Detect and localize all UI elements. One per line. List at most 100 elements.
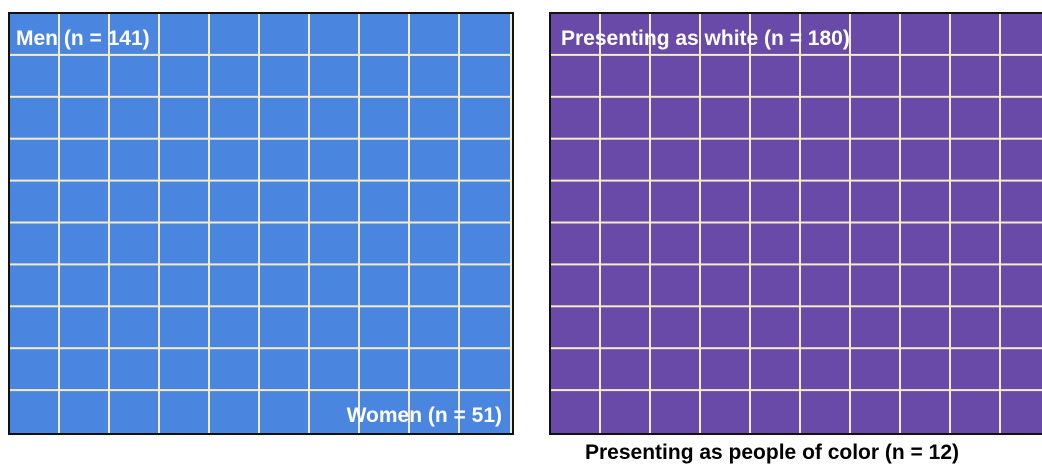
race-waffle-cell	[701, 349, 749, 390]
gender-waffle-cell	[110, 391, 158, 433]
label-people-of-color: Presenting as people of color (n = 12)	[585, 441, 960, 464]
waffle-chart-gender: Men (n = 141) Women (n = 51)	[8, 12, 514, 435]
gender-waffle-cell	[110, 14, 158, 54]
gender-waffle-cell	[10, 349, 58, 390]
gender-waffle-cell	[410, 223, 458, 264]
gender-waffle-cell	[360, 223, 408, 264]
gender-waffle-cell	[360, 14, 408, 54]
gender-waffle-cell	[460, 265, 510, 306]
gender-waffle-cell	[160, 14, 208, 54]
gender-waffle-cell	[410, 265, 458, 306]
waffle-grid-race	[551, 14, 1042, 433]
race-waffle-cell	[601, 55, 649, 96]
race-waffle-cell	[601, 14, 649, 54]
race-waffle-cell	[851, 349, 899, 390]
race-waffle-cell	[601, 391, 649, 433]
gender-waffle-cell	[310, 307, 358, 348]
gender-waffle-cell	[160, 55, 208, 96]
gender-waffle-cell	[10, 97, 58, 138]
race-waffle-cell	[851, 14, 899, 54]
gender-waffle-cell	[160, 307, 208, 348]
gender-waffle-cell	[260, 223, 308, 264]
gender-waffle-cell	[460, 14, 510, 54]
race-waffle-cell	[851, 97, 899, 138]
gender-waffle-cell	[210, 55, 258, 96]
race-waffle-cell	[1001, 181, 1042, 222]
gender-waffle-cell	[310, 223, 358, 264]
race-waffle-cell	[1001, 349, 1042, 390]
gender-waffle-cell	[360, 97, 408, 138]
gender-waffle-cell	[110, 55, 158, 96]
race-waffle-cell	[651, 349, 699, 390]
gender-waffle-cell	[10, 223, 58, 264]
race-waffle-cell	[751, 349, 799, 390]
gender-waffle-cell	[110, 181, 158, 222]
race-waffle-cell	[601, 181, 649, 222]
gender-waffle-cell	[460, 223, 510, 264]
race-waffle-cell	[801, 14, 849, 54]
race-waffle-cell	[551, 223, 599, 264]
gender-waffle-cell	[360, 265, 408, 306]
gender-waffle-cell	[60, 307, 108, 348]
gender-waffle-cell	[260, 265, 308, 306]
race-waffle-cell	[801, 223, 849, 264]
race-waffle-cell	[751, 14, 799, 54]
gender-waffle-cell	[210, 97, 258, 138]
race-waffle-cell	[951, 181, 999, 222]
gender-waffle-cell	[10, 391, 58, 433]
race-waffle-cell	[751, 307, 799, 348]
gender-waffle-cell	[60, 223, 108, 264]
gender-waffle-cell	[410, 97, 458, 138]
race-waffle-cell	[751, 265, 799, 306]
gender-waffle-cell	[110, 223, 158, 264]
race-waffle-cell	[1001, 265, 1042, 306]
race-waffle-cell	[551, 307, 599, 348]
gender-waffle-cell	[110, 139, 158, 180]
gender-waffle-cell	[210, 307, 258, 348]
gender-waffle-cell	[260, 307, 308, 348]
gender-waffle-cell	[60, 181, 108, 222]
waffle-chart-race: Presenting as white (n = 180)	[549, 12, 1042, 435]
gender-waffle-cell	[360, 55, 408, 96]
race-waffle-cell	[951, 265, 999, 306]
race-waffle-cell	[601, 307, 649, 348]
gender-waffle-cell	[160, 265, 208, 306]
gender-waffle-cell	[310, 349, 358, 390]
gender-waffle-cell	[460, 55, 510, 96]
race-waffle-cell	[551, 391, 599, 433]
race-waffle-cell	[801, 307, 849, 348]
race-waffle-cell	[901, 139, 949, 180]
race-waffle-cell	[1001, 391, 1042, 433]
gender-waffle-cell	[210, 14, 258, 54]
race-waffle-cell	[551, 265, 599, 306]
race-waffle-cell	[701, 97, 749, 138]
gender-waffle-cell	[160, 391, 208, 433]
gender-waffle-cell	[460, 391, 510, 433]
race-waffle-cell	[551, 139, 599, 180]
race-waffle-cell	[1001, 223, 1042, 264]
race-waffle-cell	[651, 223, 699, 264]
gender-waffle-cell	[460, 181, 510, 222]
gender-waffle-cell	[260, 97, 308, 138]
race-waffle-cell	[601, 223, 649, 264]
race-waffle-cell	[701, 14, 749, 54]
gender-waffle-cell	[410, 349, 458, 390]
gender-waffle-cell	[260, 391, 308, 433]
gender-waffle-cell	[60, 139, 108, 180]
gender-waffle-cell	[310, 14, 358, 54]
gender-waffle-cell	[160, 349, 208, 390]
race-waffle-cell	[751, 139, 799, 180]
race-waffle-cell	[801, 265, 849, 306]
race-waffle-cell	[701, 223, 749, 264]
race-waffle-cell	[601, 97, 649, 138]
gender-waffle-cell	[210, 223, 258, 264]
race-waffle-cell	[701, 265, 749, 306]
gender-waffle-cell	[10, 14, 58, 54]
race-waffle-cell	[651, 181, 699, 222]
race-waffle-cell	[701, 391, 749, 433]
gender-waffle-cell	[460, 349, 510, 390]
race-waffle-cell	[551, 181, 599, 222]
race-waffle-cell	[751, 391, 799, 433]
race-waffle-cell	[601, 139, 649, 180]
race-waffle-cell	[751, 97, 799, 138]
